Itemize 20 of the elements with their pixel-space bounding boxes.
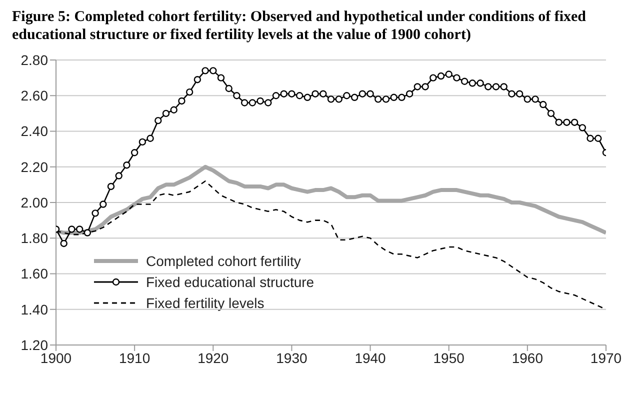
- x-tick-label: 1920: [198, 350, 229, 366]
- x-tick-label: 1930: [276, 350, 308, 366]
- legend-label: Fixed educational structure: [146, 274, 314, 290]
- legend-label: Fixed fertility levels: [146, 294, 264, 310]
- y-tick-label: 2.60: [20, 88, 48, 104]
- line-series: [56, 164, 606, 235]
- x-tick-label: 1950: [433, 350, 465, 366]
- y-tick-label: 2.40: [20, 123, 48, 140]
- y-tick-label: 1.40: [20, 301, 48, 318]
- x-tick-label: 1970: [590, 350, 622, 366]
- y-tick-label: 2.00: [20, 194, 48, 210]
- y-tick-label: 2.20: [20, 158, 48, 175]
- legend-label: Completed cohort fertility: [146, 252, 301, 268]
- x-tick-label: 1960: [512, 350, 544, 366]
- chart-title: Figure 5: Completed cohort fertility: Observed and hypothetical under conditions of fixed educational structure or fixed fertility levels at the value of 1900 cohort): [11, 8, 587, 45]
- y-tick-label: 1.80: [20, 230, 48, 246]
- y-tick-label: 2.80: [20, 52, 48, 68]
- y-tick-label: 1.60: [20, 266, 48, 282]
- x-tick-label: 1940: [354, 350, 386, 366]
- x-tick-label: 1910: [118, 350, 150, 366]
